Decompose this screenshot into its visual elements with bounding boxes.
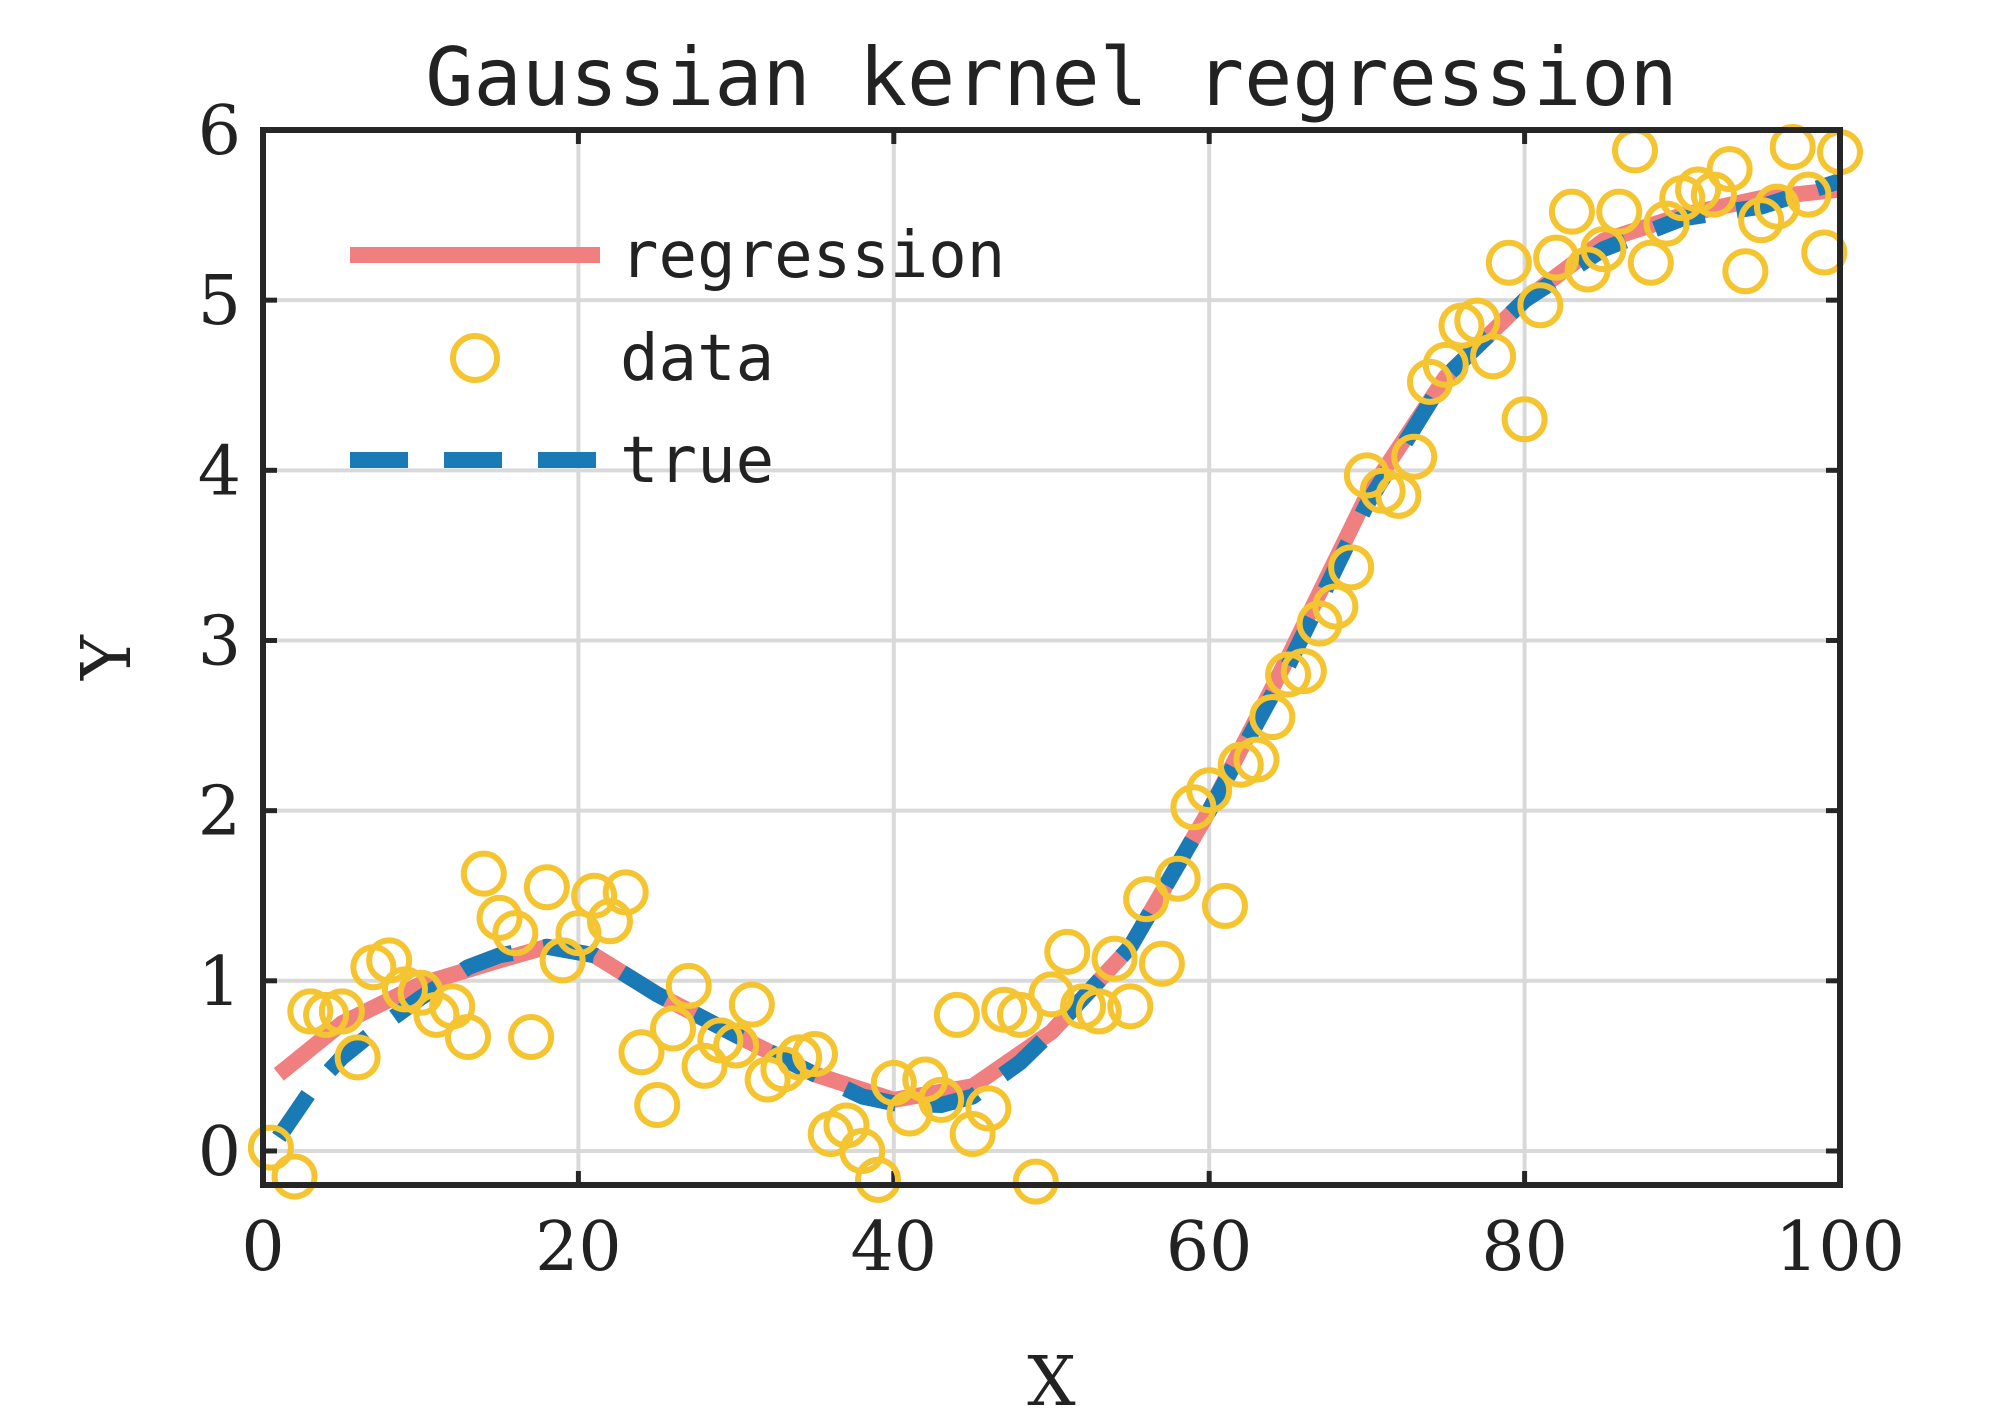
data-point	[1722, 248, 1769, 295]
chart-title: Gaussian kernel regression	[425, 31, 1677, 124]
data-point	[476, 894, 523, 941]
data-point	[933, 991, 980, 1038]
x-tick-label: 40	[851, 1208, 938, 1287]
data-point	[1785, 171, 1832, 218]
data-point	[949, 1110, 996, 1157]
data-point	[602, 869, 649, 916]
data-point	[1012, 1158, 1059, 1205]
data-point	[634, 1082, 681, 1129]
data-point	[1312, 583, 1359, 630]
data-point	[523, 864, 570, 911]
legend-label-data: data	[620, 322, 774, 396]
data-point	[1485, 239, 1532, 286]
data-point	[1249, 694, 1296, 741]
y-axis-label: Y	[68, 634, 147, 681]
label-layer: 0 20 40 60 80 100 0 1 2 3 4 5 6	[198, 92, 1905, 1287]
data-point	[1280, 648, 1327, 695]
data-point	[334, 1034, 381, 1081]
data-point	[681, 1042, 728, 1089]
data-point	[460, 850, 507, 897]
data-point	[1580, 226, 1627, 273]
data-point	[1091, 935, 1138, 982]
data-point	[618, 1029, 665, 1076]
data-point	[996, 991, 1043, 1038]
x-tick-label: 0	[241, 1208, 284, 1287]
data-point	[1422, 341, 1469, 388]
data-point	[555, 910, 602, 957]
plot-frame	[260, 127, 1843, 1188]
data-point	[650, 1005, 697, 1052]
grid-layer	[261, 128, 1842, 1185]
data-point	[1044, 928, 1091, 975]
data-point	[1138, 940, 1185, 987]
data-point	[1201, 882, 1248, 929]
data-point	[247, 1124, 294, 1171]
data-point	[1738, 197, 1785, 244]
y-tick-label: 1	[198, 943, 241, 1022]
data-point	[965, 1085, 1012, 1132]
data-point	[728, 981, 775, 1028]
data-point	[445, 1013, 492, 1060]
data-point	[1075, 988, 1122, 1035]
data-point	[1028, 971, 1075, 1018]
data-point	[1517, 282, 1564, 329]
data-point	[713, 1022, 760, 1069]
data-point	[1596, 188, 1643, 235]
y-tick-label: 2	[198, 773, 241, 852]
data-point	[1501, 396, 1548, 443]
x-tick-label: 60	[1166, 1208, 1253, 1287]
x-axis-label: X	[1027, 1343, 1076, 1417]
data-point	[1186, 767, 1233, 814]
y-tick-label: 6	[198, 92, 241, 171]
data-point	[1328, 544, 1375, 591]
data-point	[1753, 183, 1800, 230]
data-point	[318, 988, 365, 1035]
data-point	[1233, 736, 1280, 783]
data-point	[571, 872, 618, 919]
data-point	[1627, 239, 1674, 286]
data-point	[1391, 433, 1438, 480]
x-tick-label: 80	[1481, 1208, 1568, 1287]
data-point	[1343, 452, 1390, 499]
data-point	[1470, 333, 1517, 380]
data-point	[508, 1013, 555, 1060]
data-point	[1706, 146, 1753, 193]
data-point	[271, 1153, 318, 1200]
data-point	[1107, 983, 1154, 1030]
data-point	[918, 1076, 965, 1123]
data-point	[1123, 876, 1170, 923]
series-layer	[247, 124, 1863, 1205]
y-tick-label: 3	[198, 602, 241, 681]
data-point	[791, 1030, 838, 1077]
y-tick-label: 0	[198, 1113, 241, 1192]
data-point	[1154, 855, 1201, 902]
data-point	[1690, 171, 1737, 218]
x-tick-label: 20	[535, 1208, 622, 1287]
data-point	[665, 962, 712, 1009]
legend-label-true: true	[620, 424, 774, 498]
x-tick-label: 100	[1775, 1208, 1905, 1287]
y-tick-label: 5	[198, 262, 241, 341]
data-point	[1548, 188, 1595, 235]
data-point	[492, 910, 539, 957]
data-point	[1643, 200, 1690, 247]
data-point	[1801, 229, 1848, 276]
data-point	[855, 1156, 902, 1203]
legend: regression data true	[350, 219, 1005, 498]
data-point	[823, 1102, 870, 1149]
legend-swatch-data	[450, 333, 500, 383]
data-point	[1375, 472, 1422, 519]
y-tick-label: 4	[198, 432, 241, 511]
legend-label-regression: regression	[620, 219, 1005, 293]
data-point	[1533, 234, 1580, 281]
